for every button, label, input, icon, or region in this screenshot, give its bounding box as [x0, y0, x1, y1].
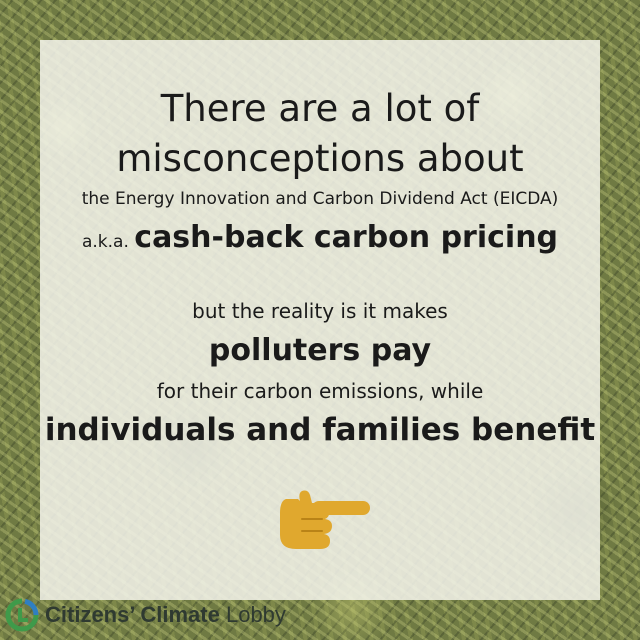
logo-bold-text: Citizens’ Climate [45, 602, 220, 627]
aka-bold-text: cash-back carbon pricing [134, 220, 559, 255]
reality-line: but the reality is it makes [192, 299, 448, 323]
citizens-climate-lobby-logo: Citizens’ Climate Lobby [5, 598, 286, 632]
citizens-climate-lobby-logo-icon [5, 598, 39, 632]
aka-prefix: a.k.a. [81, 232, 129, 252]
emissions-line: for their carbon emissions, while [156, 379, 484, 403]
aka-line: a.k.a. cash-back carbon pricing [40, 214, 600, 266]
benefit-line: individuals and families benefit [44, 412, 596, 448]
logo-wordmark: Citizens’ Climate Lobby [45, 602, 286, 628]
act-name-line: the Energy Innovation and Carbon Dividen… [81, 189, 559, 209]
headline-line-2: misconceptions about [116, 137, 524, 180]
polluters-pay-line: polluters pay [208, 333, 432, 368]
headline-line-1: There are a lot of [160, 87, 480, 130]
logo-regular-text: Lobby [225, 602, 286, 627]
pointing-hand-icon [280, 490, 370, 549]
message-card: There are a lot of misconceptions about … [40, 40, 600, 600]
